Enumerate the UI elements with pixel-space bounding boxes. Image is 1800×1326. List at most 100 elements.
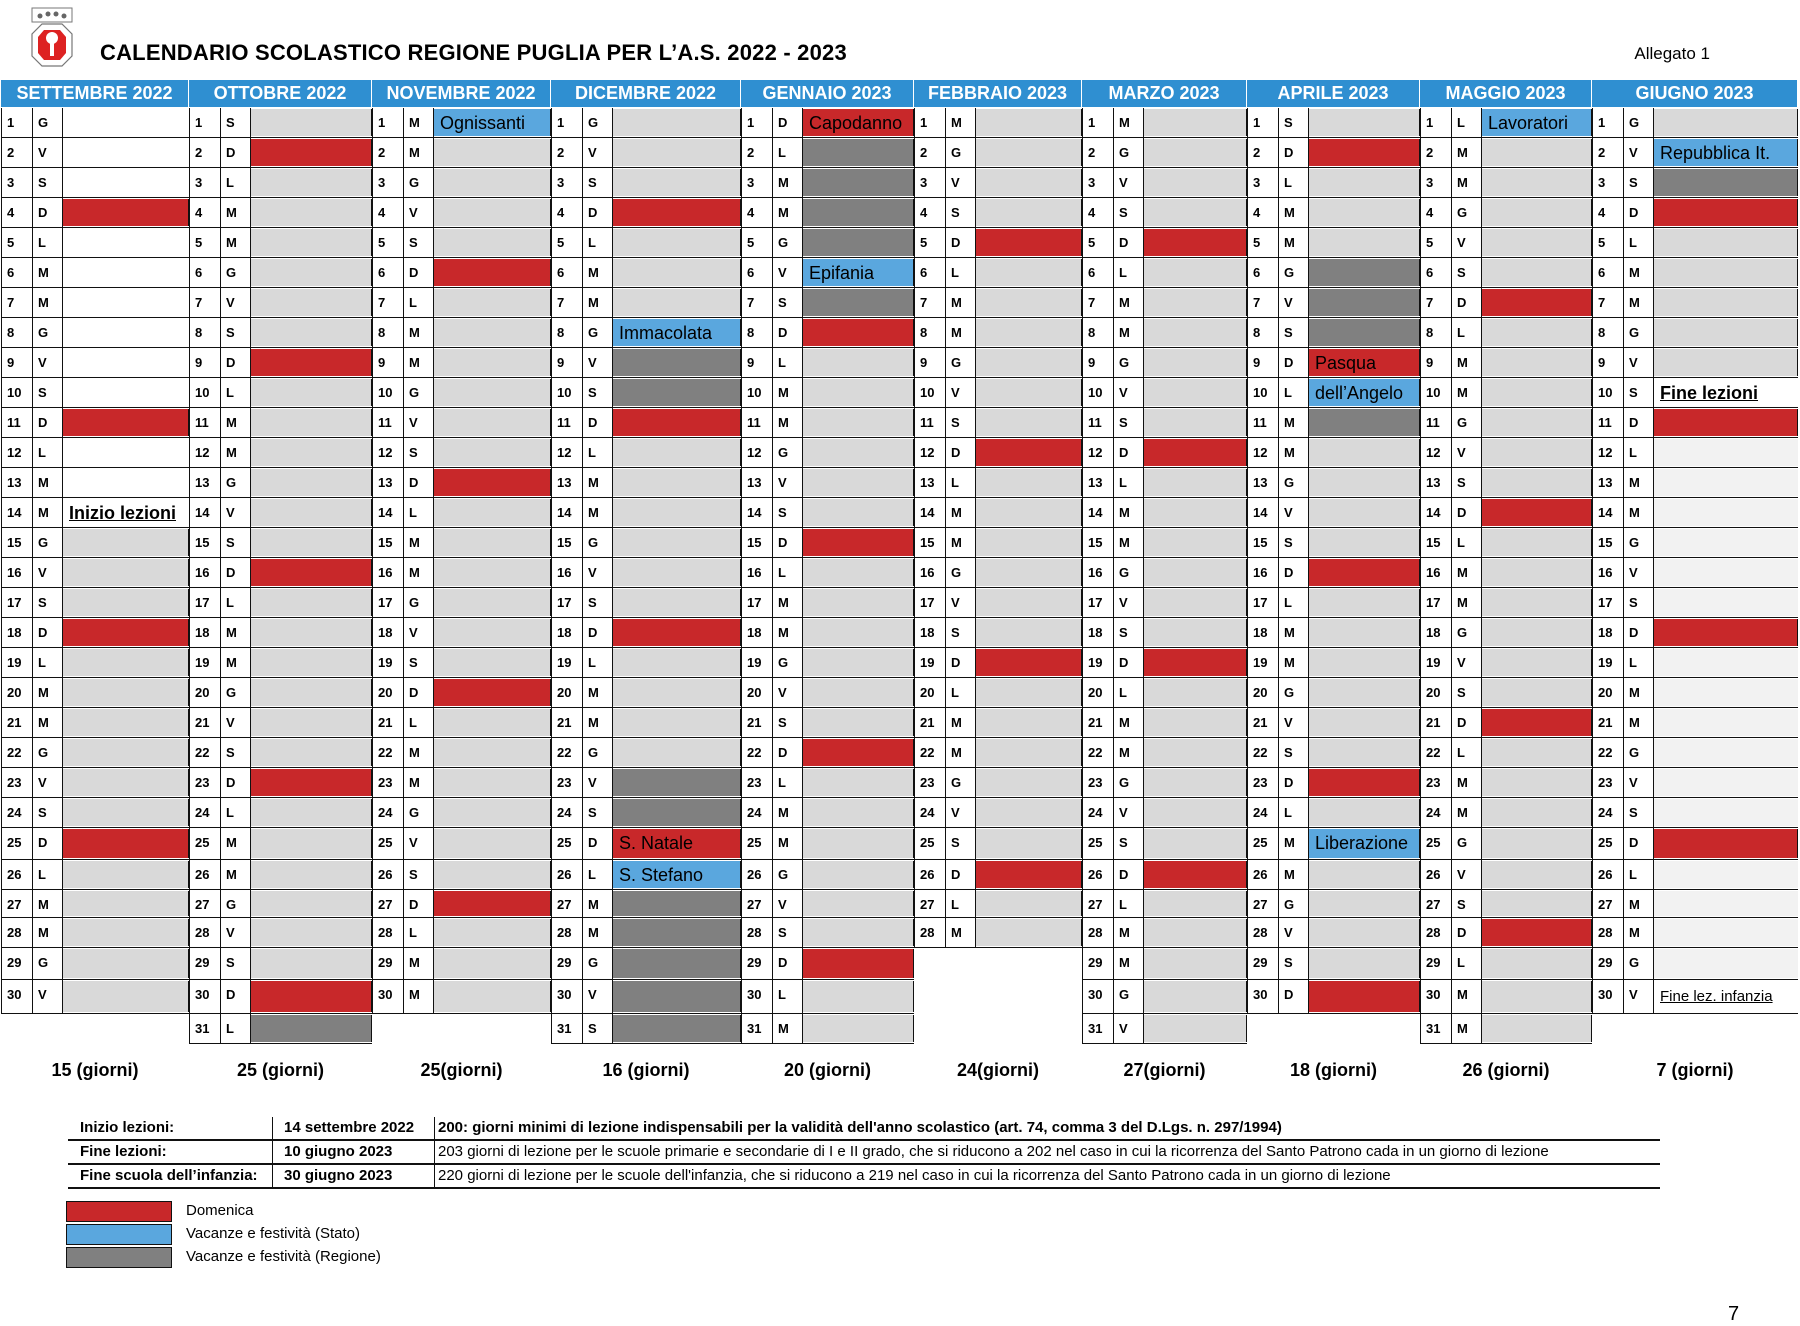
weekday-letter: V — [226, 295, 235, 310]
month-header: GENNAIO 2023 — [741, 80, 914, 107]
day-status-cell: S. Stefano — [613, 861, 741, 888]
day-status-cell — [434, 919, 551, 946]
weekday-letter: M — [778, 835, 789, 850]
day-number: 17 — [747, 595, 762, 610]
day-status-cell — [1144, 469, 1247, 496]
day-status-cell — [63, 469, 189, 496]
weekday-letter: L — [1284, 385, 1292, 400]
weekday-letter: L — [38, 867, 46, 882]
day-status-cell — [434, 289, 551, 316]
day-status-cell — [613, 919, 741, 946]
day-status-cell — [1309, 861, 1420, 888]
weekday-letter: M — [1119, 325, 1130, 340]
weekday-letter: G — [1629, 955, 1640, 970]
weekday-letter: D — [951, 867, 961, 882]
day-status-cell — [63, 981, 189, 1012]
day-row: 27 M — [1, 890, 189, 918]
day-status-cell — [434, 409, 551, 436]
day-number: 28 — [195, 925, 210, 940]
day-status-cell — [976, 861, 1082, 888]
weekday-letter: L — [409, 505, 417, 520]
day-row: 25 D — [1592, 828, 1798, 860]
day-status-cell — [1482, 199, 1592, 226]
day-number: 10 — [1253, 385, 1268, 400]
day-number: 26 — [1253, 867, 1268, 882]
day-status-cell — [613, 589, 741, 616]
day-number: 5 — [920, 235, 928, 250]
day-status-cell — [1144, 829, 1247, 858]
weekday-letter: M — [1284, 867, 1295, 882]
weekday-letter: G — [1119, 355, 1130, 370]
day-status-cell — [63, 289, 189, 316]
day-status-cell: Repubblica It. — [1654, 139, 1798, 166]
weekday-letter: V — [226, 925, 235, 940]
weekday-letter: L — [1629, 235, 1637, 250]
day-row: 26 L S. Stefano — [551, 860, 741, 890]
weekday-letter: M — [951, 115, 962, 130]
day-number: 3 — [1253, 175, 1261, 190]
day-row: 21 M — [1592, 708, 1798, 738]
day-number: 9 — [920, 355, 928, 370]
day-number: 9 — [195, 355, 203, 370]
day-number: 12 — [557, 445, 572, 460]
day-row: 12 V — [1420, 438, 1592, 468]
day-status-cell — [613, 289, 741, 316]
day-number: 9 — [1426, 355, 1434, 370]
day-status-cell — [976, 589, 1082, 616]
day-row: 25 D S. Natale — [551, 828, 741, 860]
weekday-letter: D — [1119, 445, 1129, 460]
weekday-letter: V — [951, 595, 960, 610]
day-number: 12 — [195, 445, 210, 460]
day-row: 28 M — [914, 918, 1082, 948]
day-status-cell — [1482, 679, 1592, 706]
weekday-letter: M — [778, 175, 789, 190]
weekday-letter: M — [1629, 265, 1640, 280]
day-row: 29 G — [551, 948, 741, 980]
day-number: 7 — [7, 295, 15, 310]
day-row: 14 S — [741, 498, 914, 528]
day-row: 15 M — [1082, 528, 1247, 558]
weekday-letter: G — [226, 685, 237, 700]
day-number: 21 — [195, 715, 210, 730]
weekday-letter: G — [588, 955, 599, 970]
weekday-letter: V — [1457, 235, 1466, 250]
day-row: 29 S — [189, 948, 372, 980]
day-row: 27 V — [741, 890, 914, 918]
day-status-cell — [251, 499, 372, 526]
day-status-cell — [976, 649, 1082, 676]
weekday-letter: D — [38, 205, 48, 220]
weekday-letter: G — [38, 535, 49, 550]
day-number: 14 — [195, 505, 210, 520]
weekday-letter: D — [1119, 867, 1129, 882]
day-status-cell — [434, 709, 551, 736]
day-status-cell — [1654, 349, 1798, 376]
weekday-letter: D — [1629, 415, 1639, 430]
weekday-letter: V — [951, 175, 960, 190]
day-status-cell — [613, 529, 741, 556]
holiday-label: Lavoratori — [1488, 113, 1569, 133]
weekday-letter: S — [588, 805, 597, 820]
day-status-cell — [613, 379, 741, 406]
day-row: 28 M — [551, 918, 741, 948]
notes-key: Fine lezioni: — [80, 1143, 167, 1160]
weekday-letter: V — [1629, 355, 1638, 370]
day-row: 26 D — [914, 860, 1082, 890]
day-status-cell — [434, 981, 551, 1012]
day-number: 10 — [920, 385, 935, 400]
weekday-letter: S — [409, 655, 418, 670]
day-status-cell — [434, 679, 551, 706]
day-row: 27 S — [1420, 890, 1592, 918]
day-number: 13 — [1598, 475, 1613, 490]
day-status-cell — [1309, 259, 1420, 286]
day-number: 20 — [557, 685, 572, 700]
weekday-letter: M — [778, 385, 789, 400]
